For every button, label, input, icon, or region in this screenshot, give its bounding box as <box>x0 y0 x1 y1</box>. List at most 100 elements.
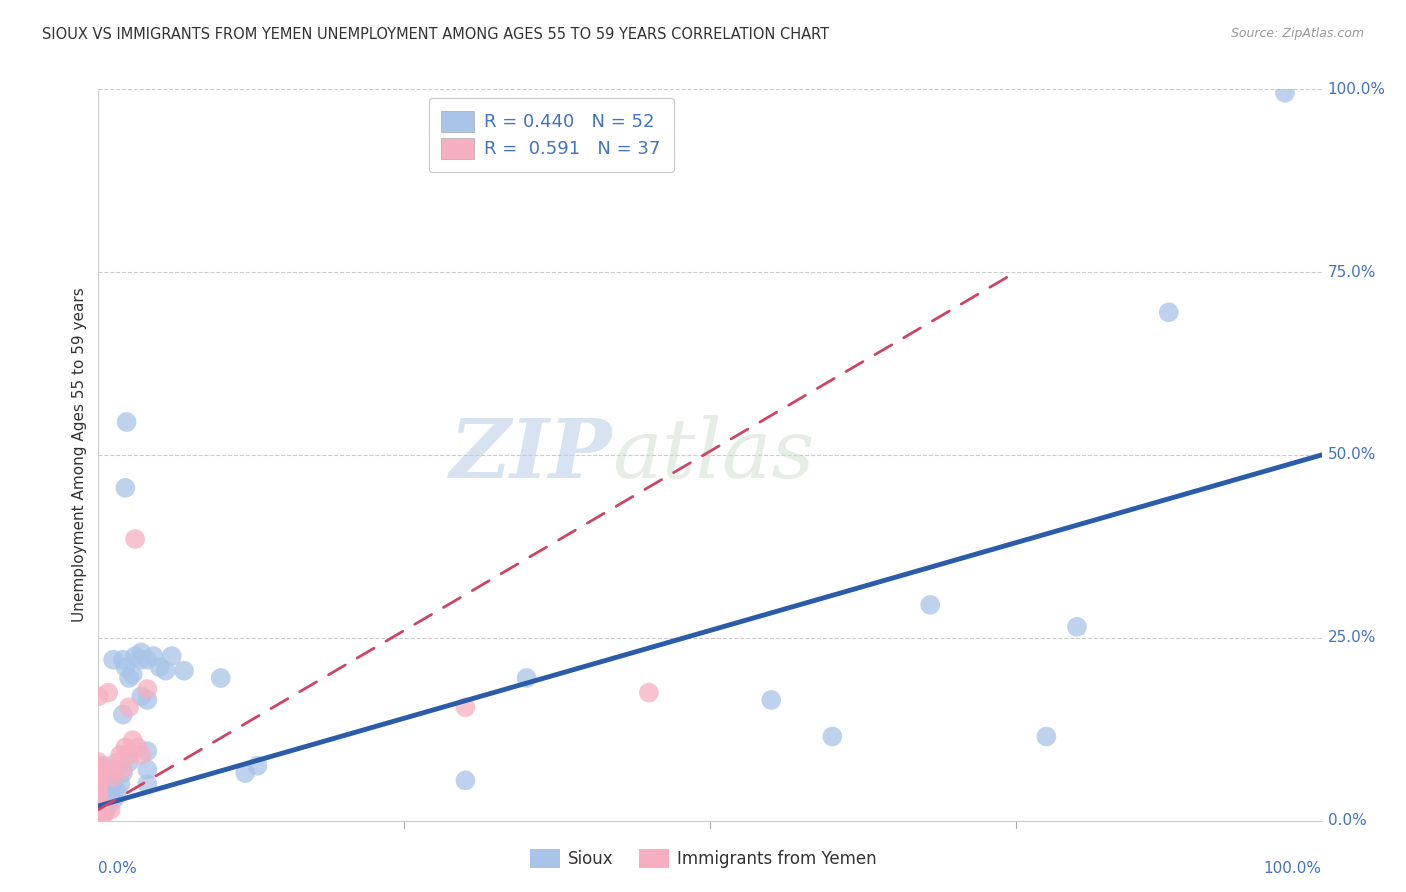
Point <box>761 693 783 707</box>
Point <box>124 532 146 546</box>
Point <box>1066 620 1088 634</box>
Point <box>114 481 136 495</box>
Point <box>129 690 152 704</box>
Point <box>91 810 114 824</box>
Point <box>246 758 269 772</box>
Point <box>127 740 149 755</box>
Point <box>87 755 110 769</box>
Point <box>454 700 477 714</box>
Point <box>129 653 152 667</box>
Point <box>118 671 141 685</box>
Point <box>136 744 159 758</box>
Point <box>100 803 122 817</box>
Text: 50.0%: 50.0% <box>1327 448 1376 462</box>
Point <box>87 814 110 828</box>
Text: Source: ZipAtlas.com: Source: ZipAtlas.com <box>1230 27 1364 40</box>
Point <box>93 806 115 821</box>
Point <box>920 598 942 612</box>
Point <box>1274 86 1296 100</box>
Point <box>136 693 159 707</box>
Point <box>87 788 110 802</box>
Point <box>821 730 844 744</box>
Point <box>136 777 159 791</box>
Point <box>160 649 183 664</box>
Point <box>93 758 115 772</box>
Point <box>100 791 122 805</box>
Text: ZIP: ZIP <box>450 415 612 495</box>
Point <box>136 681 159 696</box>
Text: atlas: atlas <box>612 415 814 495</box>
Text: 25.0%: 25.0% <box>1327 631 1376 645</box>
Point <box>87 803 110 817</box>
Legend: Sioux, Immigrants from Yemen: Sioux, Immigrants from Yemen <box>523 842 883 875</box>
Point <box>87 810 110 824</box>
Point <box>87 799 110 814</box>
Point <box>89 806 111 821</box>
Point <box>90 796 112 810</box>
Point <box>101 653 124 667</box>
Point <box>87 806 110 821</box>
Point <box>515 671 537 685</box>
Point <box>87 791 110 805</box>
Point <box>136 763 159 777</box>
Point <box>1035 730 1057 744</box>
Legend: R = 0.440   N = 52, R =  0.591   N = 37: R = 0.440 N = 52, R = 0.591 N = 37 <box>429 98 673 171</box>
Point <box>114 740 136 755</box>
Point <box>87 796 110 810</box>
Point <box>87 806 110 821</box>
Point <box>118 747 141 762</box>
Point <box>110 777 132 791</box>
Point <box>101 777 124 791</box>
Point <box>97 799 120 814</box>
Point <box>87 770 110 784</box>
Point <box>100 784 122 798</box>
Point <box>87 780 110 795</box>
Point <box>91 784 114 798</box>
Point <box>87 777 110 791</box>
Point <box>111 707 134 722</box>
Point <box>87 773 110 788</box>
Point <box>87 784 110 798</box>
Point <box>115 415 138 429</box>
Text: 100.0%: 100.0% <box>1264 861 1322 876</box>
Point <box>94 803 117 817</box>
Text: 0.0%: 0.0% <box>98 861 138 876</box>
Point <box>111 766 134 780</box>
Point <box>101 770 124 784</box>
Point <box>121 733 143 747</box>
Point <box>129 747 152 762</box>
Point <box>111 763 134 777</box>
Point <box>103 791 125 805</box>
Point <box>142 649 165 664</box>
Point <box>87 766 110 780</box>
Point <box>121 667 143 681</box>
Y-axis label: Unemployment Among Ages 55 to 59 years: Unemployment Among Ages 55 to 59 years <box>72 287 87 623</box>
Point <box>149 660 172 674</box>
Point <box>118 755 141 769</box>
Point <box>136 653 159 667</box>
Point <box>91 770 114 784</box>
Point <box>105 755 128 769</box>
Point <box>1157 305 1180 319</box>
Point <box>87 758 110 772</box>
Point <box>173 664 195 678</box>
Point <box>105 784 128 798</box>
Point <box>129 645 152 659</box>
Point <box>209 671 232 685</box>
Point <box>124 649 146 664</box>
Point <box>97 686 120 700</box>
Point <box>114 660 136 674</box>
Point <box>89 799 111 814</box>
Point <box>87 763 110 777</box>
Point <box>118 700 141 714</box>
Point <box>637 686 661 700</box>
Point <box>454 773 477 788</box>
Text: 0.0%: 0.0% <box>1327 814 1367 828</box>
Point <box>155 664 177 678</box>
Text: 75.0%: 75.0% <box>1327 265 1376 279</box>
Point <box>233 766 256 780</box>
Text: SIOUX VS IMMIGRANTS FROM YEMEN UNEMPLOYMENT AMONG AGES 55 TO 59 YEARS CORRELATIO: SIOUX VS IMMIGRANTS FROM YEMEN UNEMPLOYM… <box>42 27 830 42</box>
Text: 100.0%: 100.0% <box>1327 82 1386 96</box>
Point <box>110 747 132 762</box>
Point <box>103 763 125 777</box>
